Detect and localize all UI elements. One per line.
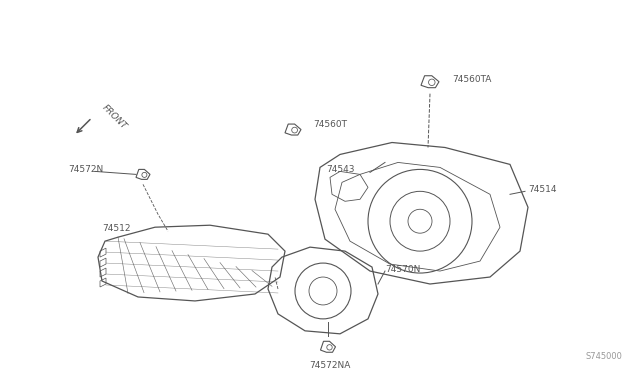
Text: 74543: 74543 (326, 165, 355, 174)
Text: S745000: S745000 (585, 352, 622, 361)
Text: FRONT: FRONT (100, 103, 128, 131)
Text: 74560TA: 74560TA (452, 75, 492, 84)
Text: 74512: 74512 (102, 224, 131, 233)
Text: 74560T: 74560T (313, 120, 347, 129)
Text: 74572NA: 74572NA (309, 361, 351, 370)
Text: 74514: 74514 (528, 185, 557, 194)
Text: 74570N: 74570N (385, 264, 420, 273)
Text: 74572N: 74572N (68, 165, 103, 174)
